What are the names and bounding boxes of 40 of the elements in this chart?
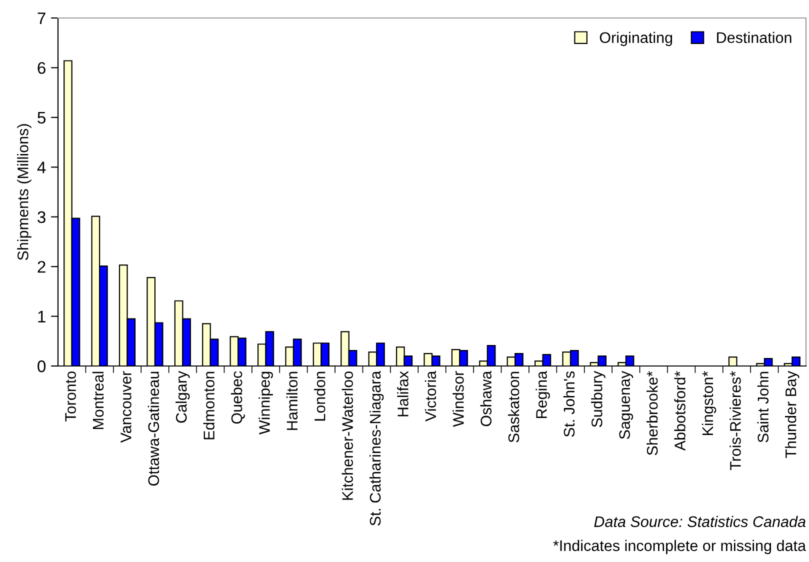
x-tick-label: Halifax [397, 371, 408, 416]
x-tick-label: Regina [536, 370, 550, 418]
x-tick-label: Sherbrooke* [646, 371, 658, 456]
y-tick-label: 0 [38, 360, 46, 372]
x-tick-label: Vancouver [120, 371, 132, 443]
x-tick-label: Abbotsford* [674, 371, 686, 451]
y-tick-label: 2 [38, 260, 46, 273]
x-tick-label: Montreal [92, 372, 104, 430]
legend-label: Originating [600, 32, 672, 46]
x-tick-label: Calgary [176, 370, 190, 423]
x-tick-label: Ottawa-Gatineau [148, 372, 160, 486]
y-tick-label: 4 [37, 162, 46, 174]
y-tick-label: 5 [38, 112, 46, 124]
y-tick-label: 6 [38, 62, 46, 74]
source-note: Data Source: Statistics Canada [594, 516, 806, 528]
y-tick-label: 7 [38, 12, 46, 24]
y-tick-label: 1 [38, 310, 46, 322]
x-tick-label: Sudbury [591, 370, 606, 428]
y-tick-label: 3 [38, 211, 46, 224]
x-tick-label: Toronto [65, 371, 76, 422]
x-tick-label: Thunder Bay [785, 370, 800, 458]
x-tick-label: Kitchener-Waterloo [342, 371, 353, 500]
x-tick-label: Saguenay [619, 370, 634, 439]
x-tick-label: Hamilton [286, 372, 298, 430]
x-tick-label: Winnipeg [258, 372, 273, 434]
x-tick-label: Saskatoon [508, 372, 520, 442]
x-tick-label: St. John's [563, 371, 575, 437]
y-axis-title: Shipments (Millions) [17, 124, 32, 260]
x-tick-label: Windsor [452, 371, 464, 427]
x-tick-label: Kingston* [702, 371, 716, 436]
x-tick-label: Quebec [230, 371, 245, 424]
x-tick-label: Saint John [757, 372, 769, 442]
text: *Indicates incomplete or missing data [553, 540, 806, 554]
legend-label: Destination [717, 32, 792, 44]
x-tick-label: St. Catharines-Niagara [369, 370, 384, 526]
x-tick-label: London [314, 372, 326, 421]
x-tick-label: Trois-Rivieres* [730, 371, 741, 470]
x-tick-label: Edmonton [203, 372, 214, 440]
x-tick-label: Oshawa [480, 370, 492, 426]
x-tick-label: Victoria [424, 370, 436, 422]
